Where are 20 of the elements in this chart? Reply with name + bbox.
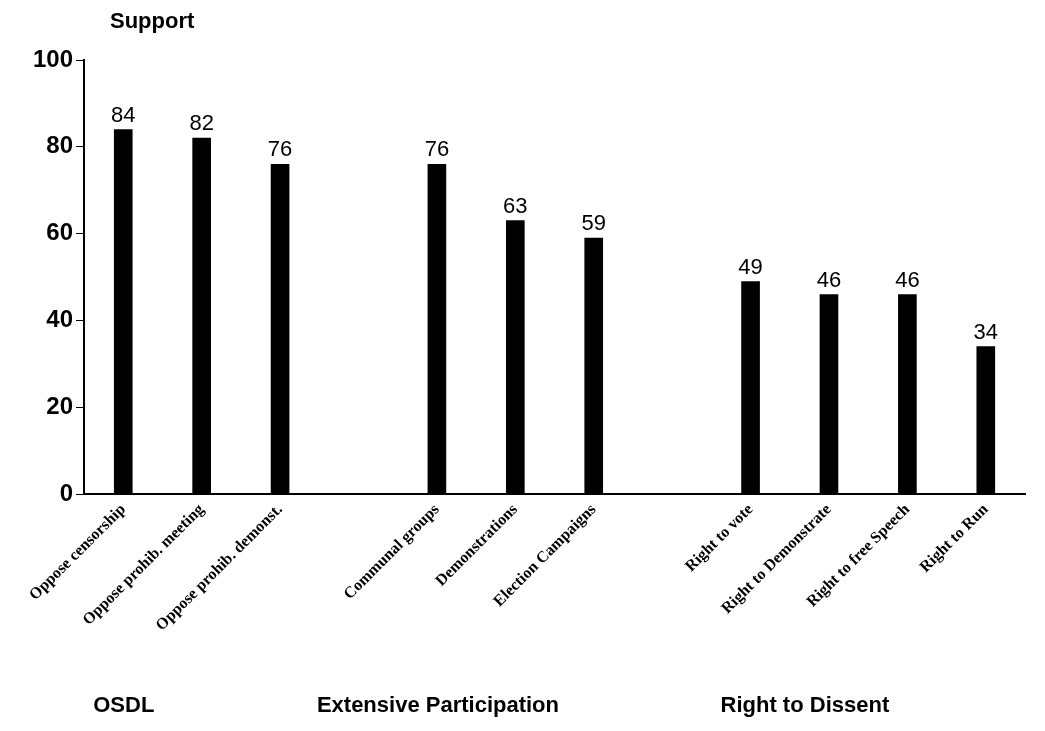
data-label: 34 <box>973 318 999 344</box>
y-tick-label: 60 <box>46 218 74 246</box>
y-tick-label: 80 <box>46 131 74 159</box>
data-label: 46 <box>816 266 842 292</box>
text: OSDL <box>93 692 155 717</box>
text: Extensive Participation <box>316 692 559 717</box>
data-label: 46 <box>895 266 920 292</box>
data-label: 49 <box>738 253 763 279</box>
y-tick-label: 20 <box>46 392 74 420</box>
text: Right to Dissent <box>720 692 890 717</box>
data-label: 84 <box>111 101 136 127</box>
data-label: 63 <box>503 192 528 218</box>
data-label: 76 <box>424 136 450 162</box>
y-axis-title: Support <box>110 8 195 33</box>
data-label: 82 <box>189 110 214 136</box>
y-tick-label: 0 <box>59 478 74 506</box>
data-label: 59 <box>581 210 606 236</box>
y-tick-label: 40 <box>46 305 74 333</box>
data-label: 76 <box>267 136 293 162</box>
y-tick-label: 100 <box>33 44 74 72</box>
